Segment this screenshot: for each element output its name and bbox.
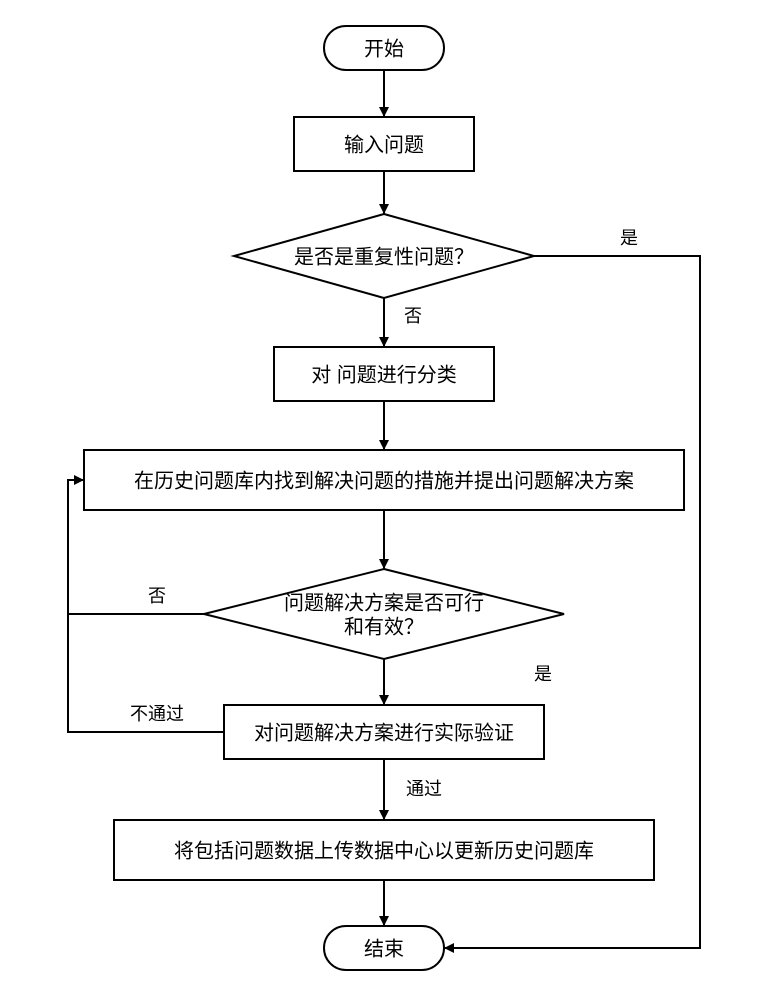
node-end: 结束 — [324, 926, 444, 970]
label-dec2-yes: 是 — [534, 664, 552, 684]
start-label: 开始 — [364, 37, 404, 60]
node-history: 在历史问题库内找到解决问题的措施并提出问题解决方案 — [84, 450, 684, 510]
label-dec2-no: 否 — [148, 586, 166, 606]
history-label: 在历史问题库内找到解决问题的措施并提出问题解决方案 — [134, 469, 634, 492]
dec2-label1: 问题解决方案是否可行 — [284, 591, 484, 614]
label-dec1-no: 否 — [404, 306, 422, 326]
node-input: 输入问题 — [294, 117, 474, 171]
end-label: 结束 — [364, 937, 404, 960]
node-upload: 将包括问题数据上传数据中心以更新历史问题库 — [114, 820, 654, 880]
edge-verify-fail — [68, 480, 224, 732]
classify-label: 对 问题进行分类 — [311, 363, 457, 386]
dec1-label: 是否是重复性问题？ — [294, 245, 474, 268]
node-classify: 对 问题进行分类 — [274, 347, 494, 401]
label-dec1-yes: 是 — [620, 228, 638, 248]
verify-label: 对问题解决方案进行实际验证 — [254, 721, 514, 744]
label-verify-fail: 不通过 — [130, 704, 184, 724]
node-dec1: 是否是重复性问题？ — [234, 214, 534, 298]
input-label: 输入问题 — [344, 133, 424, 156]
upload-label: 将包括问题数据上传数据中心以更新历史问题库 — [174, 839, 594, 862]
dec2-label2: 和有效？ — [344, 615, 424, 638]
node-dec2: 问题解决方案是否可行 和有效？ — [204, 569, 564, 659]
flowchart-canvas: 否 是 是 否 不通过 通过 开始 输入问题 是否是重复性问题？ 对 问题进行分… — [0, 0, 768, 1000]
node-start: 开始 — [324, 26, 444, 70]
label-verify-pass: 通过 — [406, 779, 442, 799]
node-verify: 对问题解决方案进行实际验证 — [224, 705, 544, 759]
